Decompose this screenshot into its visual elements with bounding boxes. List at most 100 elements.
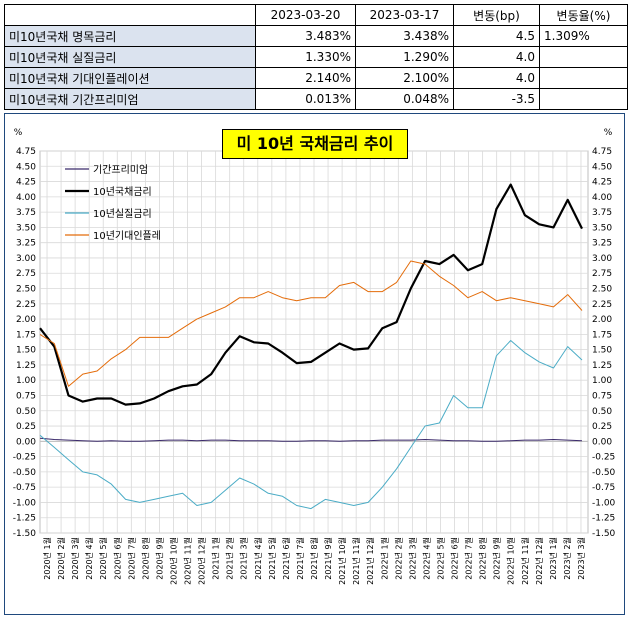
y-tick-label-right: 0.25 bbox=[592, 422, 612, 432]
y-tick-label-left: -0.50 bbox=[13, 468, 37, 478]
x-tick-label: 2020년 4월 bbox=[84, 537, 94, 580]
y-tick-label-left: -0.25 bbox=[13, 453, 36, 463]
x-tick-label: 2022년 2월 bbox=[393, 537, 403, 580]
y-tick-label-right: 4.25 bbox=[592, 178, 612, 188]
x-tick-label: 2022년 1월 bbox=[379, 537, 389, 580]
y-tick-label-left: 0.00 bbox=[16, 437, 36, 447]
series-line-1 bbox=[39, 437, 583, 442]
y-tick-label-left: 0.75 bbox=[16, 391, 36, 401]
chart-title: 미 10년 국채금리 추이 bbox=[222, 129, 408, 159]
x-tick-label: 2021년 2월 bbox=[225, 537, 235, 580]
y-tick-label-right: 3.50 bbox=[592, 223, 612, 233]
x-tick-label: 2021년 6월 bbox=[281, 537, 291, 580]
y-tick-label-right: 0.50 bbox=[592, 407, 612, 417]
y-tick-label-right: 3.75 bbox=[592, 208, 612, 218]
y-tick-label-right: 2.00 bbox=[592, 315, 612, 325]
x-tick-label: 2022년 5월 bbox=[435, 537, 445, 580]
y-tick-label-left: 3.00 bbox=[16, 254, 36, 264]
y-tick-label-right: 2.75 bbox=[592, 269, 612, 279]
table-cell bbox=[539, 88, 628, 110]
x-tick-label: 2022년 3월 bbox=[407, 537, 417, 580]
y-tick-label-left: 2.00 bbox=[16, 315, 36, 325]
x-tick-label: 2021년 5월 bbox=[267, 537, 277, 580]
y-tick-label-right: 1.00 bbox=[592, 376, 612, 386]
x-tick-label: 2021년 10월 bbox=[337, 537, 347, 585]
yield-summary-table: 2023-03-20 2023-03-17 변동(bp) 변동율(%) 미10년… bbox=[4, 4, 628, 110]
y-tick-label-right: -1.25 bbox=[592, 514, 615, 524]
y-tick-label-right: 4.75 bbox=[592, 147, 612, 157]
y-tick-label-left: 3.50 bbox=[16, 223, 36, 233]
y-tick-label-left: 0.50 bbox=[16, 407, 36, 417]
y-tick-label-right: 4.50 bbox=[592, 162, 612, 172]
x-tick-label: 2022년 12월 bbox=[534, 537, 544, 585]
x-tick-label: 2020년 8월 bbox=[140, 537, 150, 580]
x-tick-label: 2021년 4월 bbox=[253, 537, 263, 580]
x-tick-label: 2023년 3월 bbox=[576, 537, 586, 580]
y-tick-label-left: 0.25 bbox=[16, 422, 36, 432]
x-tick-label: 2020년 9월 bbox=[154, 537, 164, 580]
x-tick-label: 2022년 6월 bbox=[450, 537, 460, 580]
y-tick-label-left: -1.50 bbox=[13, 529, 37, 539]
y-tick-label-right: -1.50 bbox=[592, 529, 616, 539]
row-label: 미10년국채 기대인플레이션 bbox=[4, 67, 256, 89]
legend-label: 10년기대인플레 bbox=[93, 230, 161, 242]
row-label: 미10년국채 실질금리 bbox=[4, 46, 256, 68]
table-row: 미10년국채 기간프리미엄 0.013% 0.048% -3.5 bbox=[4, 88, 628, 110]
row-label: 미10년국채 명목금리 bbox=[4, 25, 256, 47]
x-tick-label: 2023년 2월 bbox=[562, 537, 572, 580]
x-tick-label: 2020년 3월 bbox=[70, 537, 80, 580]
table-cell: 0.013% bbox=[255, 88, 356, 110]
x-tick-label: 2021년 3월 bbox=[239, 537, 249, 580]
y-tick-label-left: -1.25 bbox=[13, 514, 36, 524]
x-tick-label: 2022년 8월 bbox=[478, 537, 488, 580]
y-unit-left: % bbox=[14, 128, 23, 138]
x-tick-label: 2020년 1월 bbox=[42, 537, 52, 580]
legend-label: 10년국채금리 bbox=[93, 186, 152, 198]
table-header-row: 2023-03-20 2023-03-17 변동(bp) 변동율(%) bbox=[4, 4, 628, 26]
y-tick-label-left: 1.25 bbox=[16, 361, 36, 371]
header-cell: 2023-03-20 bbox=[255, 4, 356, 26]
table-cell: 2.140% bbox=[255, 67, 356, 89]
x-tick-label: 2021년 8월 bbox=[309, 537, 319, 580]
y-tick-label-left: 3.25 bbox=[16, 239, 36, 249]
x-tick-label: 2021년 1월 bbox=[211, 537, 221, 580]
y-tick-label-right: -0.25 bbox=[592, 453, 615, 463]
y-tick-label-right: 0.00 bbox=[592, 437, 612, 447]
table-cell: 1.309% bbox=[539, 25, 628, 47]
y-tick-label-right: -1.00 bbox=[592, 498, 616, 508]
x-tick-label: 2023년 1월 bbox=[548, 537, 558, 580]
y-tick-label-right: 2.25 bbox=[592, 300, 612, 310]
x-tick-label: 2022년 10월 bbox=[506, 537, 516, 585]
x-tick-label: 2020년 7월 bbox=[126, 537, 136, 580]
x-tick-label: 2022년 7월 bbox=[464, 537, 474, 580]
table-cell: 0.048% bbox=[355, 88, 454, 110]
header-cell: 변동(bp) bbox=[453, 4, 540, 26]
y-tick-label-right: 4.00 bbox=[592, 193, 612, 203]
table-row: 미10년국채 실질금리 1.330% 1.290% 4.0 bbox=[4, 46, 628, 68]
x-tick-label: 2020년 6월 bbox=[112, 537, 122, 580]
legend-label: 기간프리미엄 bbox=[93, 164, 148, 176]
table-cell: 3.438% bbox=[355, 25, 454, 47]
y-tick-label-left: 3.75 bbox=[16, 208, 36, 218]
series-line-3 bbox=[39, 340, 583, 510]
y-tick-label-right: 1.50 bbox=[592, 346, 612, 356]
table-cell: -3.5 bbox=[453, 88, 540, 110]
x-tick-label: 2021년 7월 bbox=[295, 537, 305, 580]
header-cell bbox=[4, 4, 256, 26]
x-tick-label: 2020년 11월 bbox=[183, 537, 193, 585]
table-row: 미10년국채 명목금리 3.483% 3.438% 4.5 1.309% bbox=[4, 25, 628, 47]
y-tick-label-left: -0.75 bbox=[13, 483, 36, 493]
table-cell: 1.330% bbox=[255, 46, 356, 68]
y-tick-label-left: 2.50 bbox=[16, 285, 36, 295]
x-tick-label: 2020년 12월 bbox=[197, 537, 207, 585]
x-tick-label: 2022년 9월 bbox=[492, 537, 502, 580]
y-tick-label-left: 1.50 bbox=[16, 346, 36, 356]
y-tick-label-left: 4.75 bbox=[16, 147, 36, 157]
y-tick-label-right: -0.50 bbox=[592, 468, 616, 478]
x-tick-label: 2020년 2월 bbox=[56, 537, 66, 580]
y-tick-label-left: 4.25 bbox=[16, 178, 36, 188]
y-tick-label-right: -0.75 bbox=[592, 483, 615, 493]
y-tick-label-right: 1.25 bbox=[592, 361, 612, 371]
y-tick-label-right: 2.50 bbox=[592, 285, 612, 295]
